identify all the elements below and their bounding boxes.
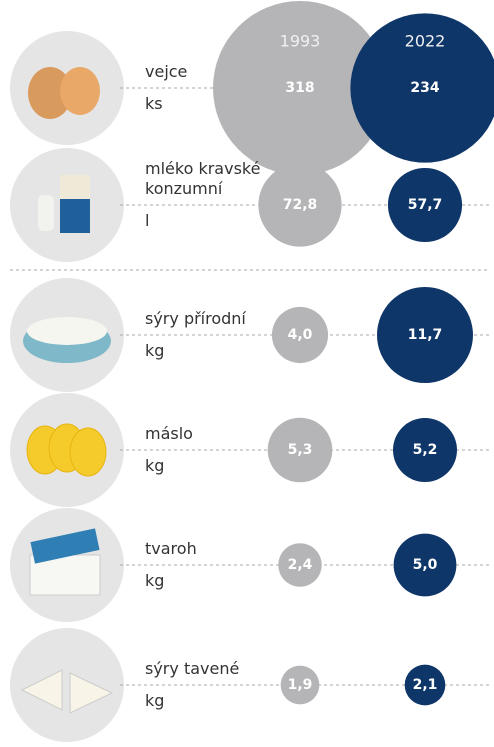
category-label: sýry tavené xyxy=(145,659,240,678)
value-label: 2,1 xyxy=(413,677,438,693)
category-label: sýry přírodní xyxy=(145,309,246,328)
value-label: 57,7 xyxy=(408,197,443,213)
icon xyxy=(10,628,124,742)
value-label: 5,2 xyxy=(413,442,438,458)
icon xyxy=(10,278,124,392)
category-label: mléko kravské konzumní xyxy=(145,159,261,198)
bubble xyxy=(404,664,446,706)
unit-label: kg xyxy=(145,341,165,360)
value-label: 72,8 xyxy=(283,197,318,213)
year-label: 1993 xyxy=(280,32,321,51)
value-label: 5,3 xyxy=(288,442,313,458)
bubble xyxy=(387,167,463,243)
icon-shape xyxy=(20,669,63,711)
icon xyxy=(10,393,124,507)
value-label: 318 xyxy=(285,80,314,96)
value-label: 234 xyxy=(410,80,439,96)
icon xyxy=(10,148,124,262)
icon-shape xyxy=(30,528,100,564)
icon-shape xyxy=(69,427,107,477)
icon-shape xyxy=(69,672,114,714)
value-label: 5,0 xyxy=(413,557,438,573)
unit-label: kg xyxy=(145,691,165,710)
category-label: tvaroh xyxy=(145,539,197,558)
bubble xyxy=(393,533,457,597)
value-label: 4,0 xyxy=(288,327,313,343)
unit-label: l xyxy=(145,211,150,230)
value-label: 2,4 xyxy=(288,557,313,573)
icon-shape xyxy=(38,195,54,231)
bubble xyxy=(271,306,329,364)
bubble xyxy=(258,163,342,247)
value-label: 11,7 xyxy=(408,327,443,343)
category-label: máslo xyxy=(145,424,193,443)
icon-shape xyxy=(60,175,90,199)
category-label: vejce xyxy=(145,62,188,81)
unit-label: kg xyxy=(145,456,165,475)
bubble xyxy=(267,417,333,483)
icon-bg xyxy=(10,628,124,742)
icon-shape xyxy=(27,317,107,345)
bubble xyxy=(393,418,457,482)
icon-shape xyxy=(60,67,100,115)
icon xyxy=(10,508,124,622)
bubble xyxy=(278,543,322,587)
bubble xyxy=(350,13,494,163)
unit-label: kg xyxy=(145,571,165,590)
icon-shape xyxy=(28,67,72,119)
unit-label: ks xyxy=(145,94,163,113)
value-label: 1,9 xyxy=(288,677,313,693)
bubble xyxy=(377,287,473,383)
year-label: 2022 xyxy=(405,32,446,51)
bubble xyxy=(213,1,387,175)
bubble xyxy=(280,665,320,705)
icon xyxy=(10,31,124,145)
